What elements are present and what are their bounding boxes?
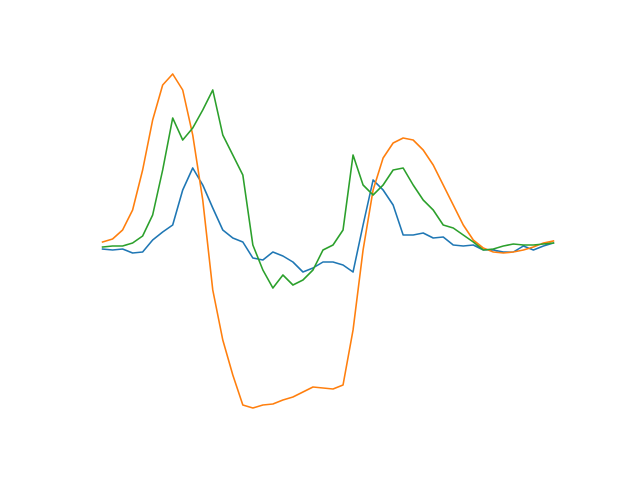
line-series bbox=[101, 167, 555, 273]
line-series bbox=[101, 73, 555, 409]
line-series bbox=[101, 89, 555, 289]
